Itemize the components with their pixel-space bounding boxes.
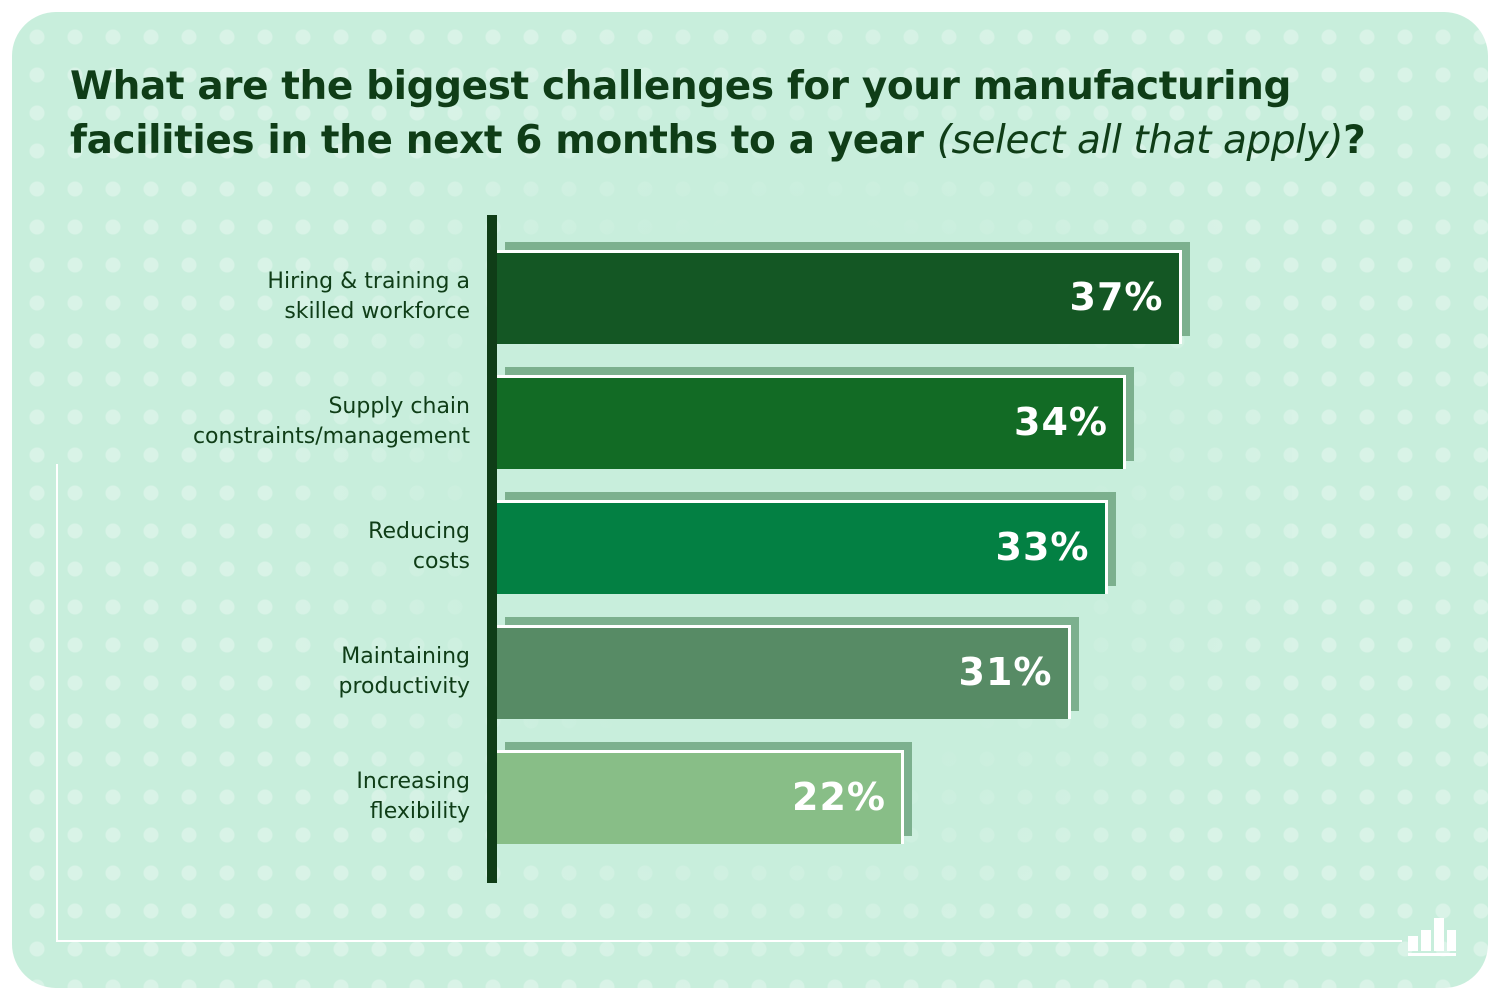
- bar-value-label: 33%: [995, 525, 1090, 569]
- category-label-line: Hiring & training a: [267, 269, 470, 294]
- bar-chart-logo-icon: [1408, 918, 1456, 956]
- category-label-line: Maintaining: [341, 644, 470, 669]
- category-label-line: Reducing: [368, 519, 470, 544]
- bar-value-label: 34%: [1014, 400, 1108, 444]
- category-label: Maintaining productivity: [122, 642, 470, 702]
- category-label-line: Supply chain: [328, 394, 470, 419]
- bar: [497, 375, 1126, 469]
- category-label: Hiring & training a skilled workforce: [122, 267, 470, 327]
- bar-value-label: 22%: [792, 775, 886, 819]
- category-label-line: flexibility: [369, 799, 470, 824]
- title-main: What are the biggest challenges for your…: [70, 64, 1291, 163]
- y-axis-line: [487, 215, 497, 883]
- category-label: Increasing flexibility: [122, 767, 470, 827]
- decorative-corner-line: [56, 464, 1402, 942]
- title-note: (select all that apply): [936, 118, 1344, 163]
- bar-value-label: 31%: [958, 650, 1053, 694]
- bar-value-label: 37%: [1069, 275, 1164, 319]
- bar: [497, 500, 1108, 594]
- bar: [497, 250, 1182, 344]
- category-label-line: costs: [412, 549, 470, 574]
- category-label-line: productivity: [338, 674, 470, 699]
- category-label-line: constraints/management: [192, 424, 470, 449]
- category-label-line: Increasing: [356, 769, 470, 794]
- chart-title: What are the biggest challenges for your…: [70, 60, 1450, 168]
- category-label: Supply chain constraints/management: [122, 392, 470, 452]
- bar: [497, 625, 1071, 719]
- category-label: Reducing costs: [122, 517, 470, 577]
- chart-card: What are the biggest challenges for your…: [12, 12, 1488, 988]
- bar: [497, 750, 904, 844]
- category-label-line: skilled workforce: [284, 299, 470, 324]
- title-end: ?: [1343, 118, 1366, 163]
